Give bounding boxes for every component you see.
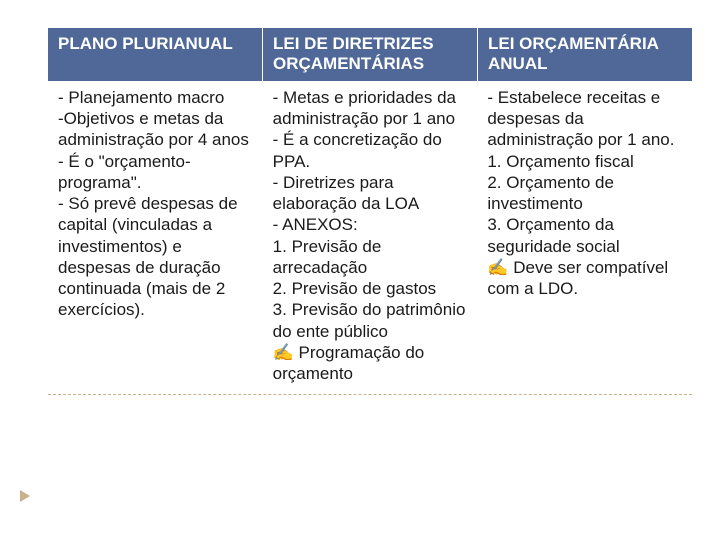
header-col-ldo: LEI DE DIRETRIZES ORÇAMENTÁRIAS bbox=[263, 28, 478, 81]
budget-laws-table: PLANO PLURIANUAL LEI DE DIRETRIZES ORÇAM… bbox=[48, 28, 692, 395]
header-col-ppa: PLANO PLURIANUAL bbox=[48, 28, 263, 81]
slide-arrow-icon bbox=[20, 490, 30, 502]
header-col-loa: LEI ORÇAMENTÁRIA ANUAL bbox=[478, 28, 692, 81]
cell-loa: - Estabelece receitas e despesas da admi… bbox=[477, 81, 692, 395]
table-row: - Planejamento macro -Objetivos e metas … bbox=[48, 81, 692, 396]
cell-ldo: - Metas e prioridades da administração p… bbox=[263, 81, 478, 395]
cell-ppa: - Planejamento macro -Objetivos e metas … bbox=[48, 81, 263, 395]
table-header-row: PLANO PLURIANUAL LEI DE DIRETRIZES ORÇAM… bbox=[48, 28, 692, 81]
